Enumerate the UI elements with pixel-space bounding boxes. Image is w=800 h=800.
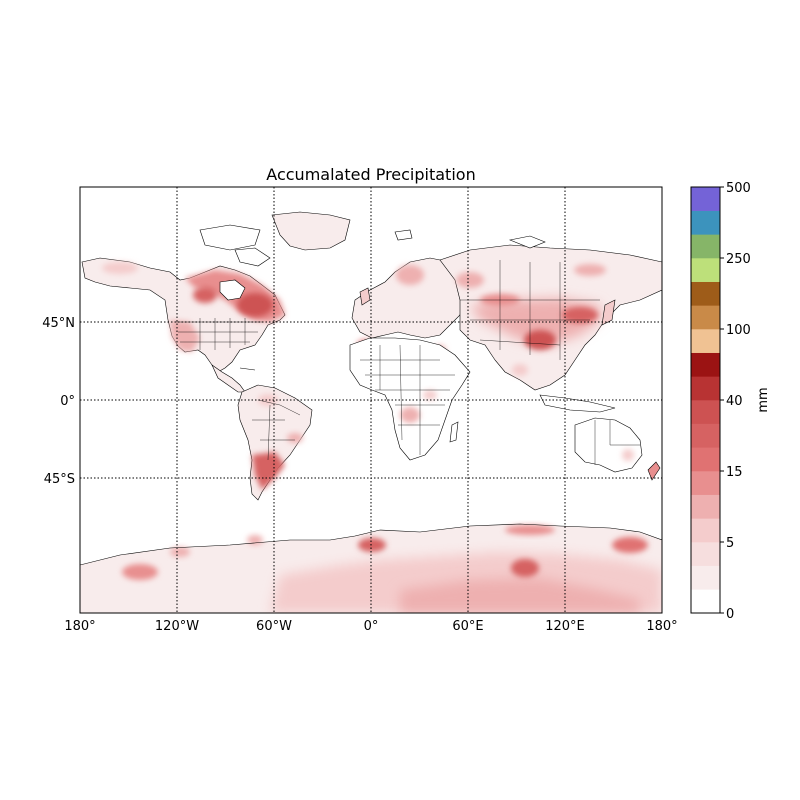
colorbar-tick-label: 15 — [726, 465, 743, 480]
colorbar-band — [691, 187, 720, 211]
colorbar-band — [691, 234, 720, 259]
colorbar-band — [691, 210, 720, 235]
lat-labels: 45°N 0° 45°S — [42, 316, 75, 487]
south-america — [237, 384, 313, 501]
colorbar-band — [691, 423, 720, 448]
colorbar-tick-label: 5 — [726, 536, 734, 551]
colorbar-tick-label: 250 — [726, 252, 751, 267]
australia — [574, 417, 661, 481]
lon-label-120e: 120°E — [545, 619, 585, 634]
map-frame — [79, 186, 663, 614]
colorbar-band — [691, 329, 720, 353]
lat-label-0: 0° — [60, 394, 75, 409]
colorbar-tick-label: 0 — [726, 607, 734, 622]
lon-label-0: 0° — [364, 619, 379, 634]
lat-label-45s: 45°S — [44, 472, 75, 487]
colorbar-tick-label: 100 — [726, 323, 751, 338]
colorbar-label: mm — [756, 387, 771, 412]
lon-label-60w: 60°W — [256, 619, 292, 634]
lat-label-45n: 45°N — [42, 316, 75, 331]
colorbar-band — [691, 281, 720, 306]
colorbar-band — [691, 494, 720, 519]
map-panel — [80, 187, 662, 613]
colorbar-band — [691, 518, 720, 543]
map-title: Accumalated Precipitation — [266, 165, 475, 184]
lon-label-180w: 180° — [64, 619, 95, 634]
colorbar-tick-label: 500 — [726, 181, 751, 196]
colorbar-band — [691, 305, 720, 330]
lon-label-120w: 120°W — [155, 619, 199, 634]
colorbar-band — [691, 447, 720, 472]
colorbar-band — [691, 542, 720, 566]
north-america — [81, 211, 351, 393]
colorbar — [691, 187, 720, 614]
colorbar-band — [691, 400, 720, 424]
europe-africa — [349, 257, 471, 461]
colorbar-band — [691, 565, 720, 590]
colorbar-band — [691, 258, 720, 282]
gridlines — [80, 187, 662, 613]
colorbar-tick-label: 40 — [726, 394, 743, 409]
colorbar-band — [691, 376, 720, 401]
colorbar-band — [691, 589, 720, 614]
colorbar-ticks: 0 5 15 40 100 250 500 — [720, 181, 751, 622]
colorbar-band — [691, 352, 720, 377]
colorbar-band — [691, 471, 720, 495]
lon-labels: 180° 120°W 60°W 0° 60°E 120°E 180° — [64, 619, 677, 634]
lon-label-60e: 60°E — [452, 619, 483, 634]
lon-label-180e: 180° — [646, 619, 677, 634]
